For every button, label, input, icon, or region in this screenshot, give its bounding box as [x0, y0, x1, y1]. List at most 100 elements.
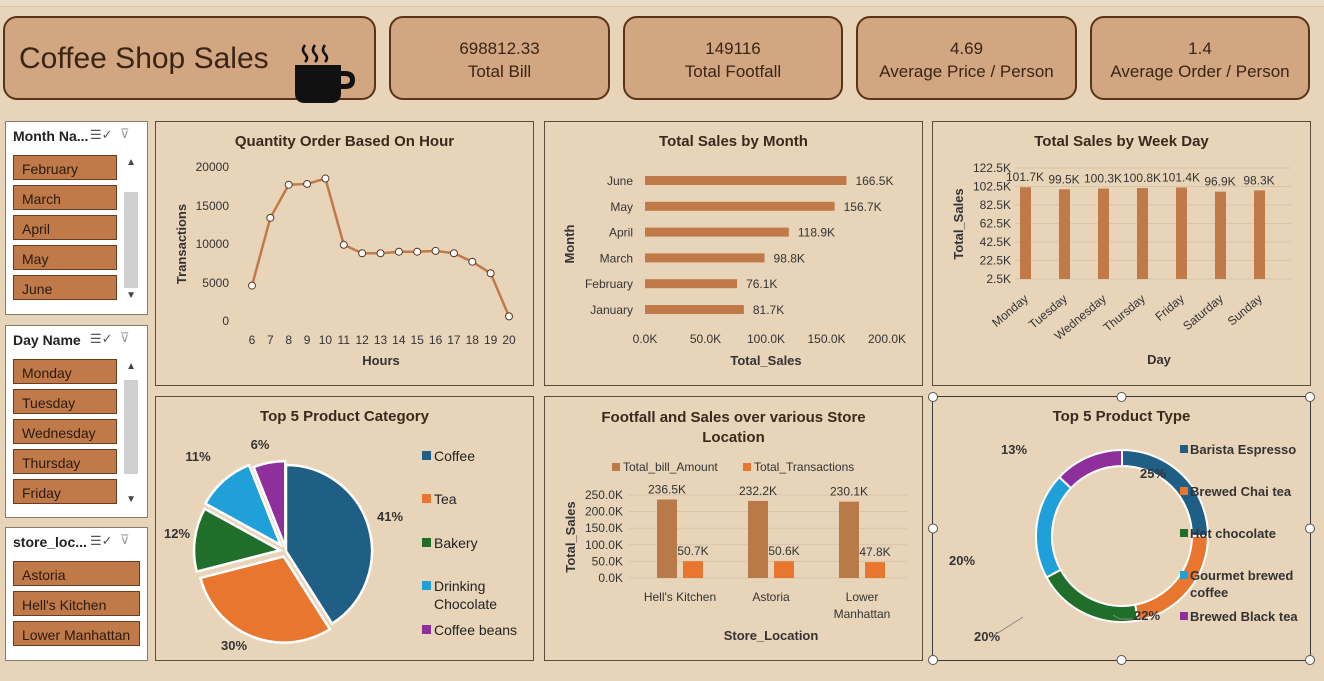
data-point [486, 269, 495, 278]
store-location-chart[interactable]: Footfall and Sales over various Store Lo… [544, 396, 923, 661]
data-label: 236.5K [648, 482, 686, 496]
legend-label: Brewed Chai tea [1190, 484, 1292, 499]
product-type-chart[interactable]: Top 5 Product Type 25% 22% 20% 20% 13% Barist… [932, 396, 1311, 661]
scroll-up-icon[interactable]: ▲ [126, 361, 136, 372]
day-slicer[interactable]: Day Name ☰✓ ⊽ Monday Tuesday Wednesday T… [5, 325, 148, 518]
chart-title: Total Sales by Week Day [1034, 133, 1209, 150]
legend-label: Hot chocolate [1190, 526, 1276, 541]
legend-swatch [1180, 571, 1188, 579]
legend-label: Coffee [434, 448, 475, 464]
slicer-item-astoria[interactable]: Astoria [13, 561, 140, 586]
multi-select-icon[interactable]: ☰✓ [90, 533, 113, 548]
weekday-sales-chart[interactable]: Total Sales by Week Day 122.5K 102.5K 82.5… [932, 121, 1311, 386]
hourly-orders-chart[interactable]: Quantity Order Based On Hour 20000 15000 1… [155, 121, 534, 386]
slicer-item-april[interactable]: April [13, 215, 117, 240]
kpi-value: 1.4 [1188, 39, 1212, 58]
monthly-sales-chart[interactable]: Total Sales by Month June 166.5K May 156.7K… [544, 121, 923, 386]
pie-chart-svg: 41% 30% 12% 11% 6% Coffee Tea Bakery Drinking Cho… [164, 437, 517, 653]
slicer-item-friday[interactable]: Friday [13, 479, 117, 504]
bar [1254, 190, 1265, 279]
x-tick-label: 7 [267, 333, 274, 347]
slicer-item-thursday[interactable]: Thursday [13, 449, 117, 474]
x-axis-title: Store_Location [724, 628, 819, 643]
y-tick-label: 15000 [196, 199, 230, 213]
data-label: 156.7K [844, 200, 882, 214]
slicer-item-hells-kitchen[interactable]: Hell's Kitchen [13, 591, 140, 616]
category-label: March [600, 251, 633, 265]
y-tick-label: 5000 [202, 276, 229, 290]
slicer-scrollbar[interactable] [124, 380, 138, 474]
slicer-item-lower-manhattan[interactable]: Lower Manhattan [13, 621, 140, 646]
clear-filter-icon[interactable]: ⊽ [120, 126, 130, 141]
data-label: 50.7K [677, 544, 708, 558]
column-chart-svg: 122.5K 102.5K 82.5K 62.5K 42.5K 22.5K 2.5K 101.… [951, 161, 1291, 367]
data-label: 11% [185, 449, 211, 464]
data-point [358, 249, 367, 258]
slicer-item-may[interactable]: May [13, 245, 117, 270]
data-point [266, 213, 275, 222]
x-tick-label: 14 [392, 333, 406, 347]
x-tick-label: 50.0K [690, 332, 721, 346]
donut-slice [1035, 475, 1073, 579]
slicer-item-march[interactable]: March [13, 185, 117, 210]
slicer-item-monday[interactable]: Monday [13, 359, 117, 384]
legend-swatch [422, 451, 431, 460]
category-label: February [585, 277, 633, 291]
slicer-scrollbar[interactable] [124, 192, 138, 288]
x-tick-label: Monday [989, 292, 1031, 330]
category-label: May [610, 200, 633, 214]
series-line [250, 176, 511, 317]
x-tick-label: 200.0K [868, 332, 906, 346]
product-category-chart[interactable]: Top 5 Product Category 41% 30% 12% 11% 6% Cof… [155, 396, 534, 661]
x-tick-label: Astoria [752, 590, 790, 604]
x-axis-title: Total_Sales [730, 353, 801, 368]
multi-select-icon[interactable]: ☰✓ [90, 127, 113, 142]
x-tick-label: Saturday [1180, 292, 1226, 334]
x-tick-label: 10 [319, 333, 333, 347]
x-tick-label: 19 [484, 333, 498, 347]
scroll-up-icon[interactable]: ▲ [126, 157, 136, 168]
x-tick-label: 0.0K [633, 332, 658, 346]
bar [645, 176, 847, 185]
scroll-down-icon[interactable]: ▼ [126, 290, 136, 301]
multi-select-icon[interactable]: ☰✓ [90, 331, 113, 346]
data-label: 101.7K [1006, 170, 1044, 184]
slicer-item-february[interactable]: February [13, 155, 117, 180]
donut-slice [1057, 448, 1123, 490]
x-tick-label: 8 [285, 333, 292, 347]
bar [1215, 191, 1226, 279]
pie-slice [203, 463, 284, 548]
category-label: June [607, 174, 633, 188]
legend-swatch [422, 538, 431, 547]
bar [839, 501, 859, 578]
legend-label: Bakery [434, 535, 478, 551]
month-slicer[interactable]: Month Na... ☰✓ ⊽ February March April Ma… [5, 121, 148, 315]
data-label: 41% [377, 509, 403, 524]
data-label: 22% [1134, 608, 1160, 623]
data-label: 99.5K [1048, 172, 1079, 186]
chart-title: Top 5 Product Type [1052, 408, 1191, 425]
scroll-down-icon[interactable]: ▼ [126, 494, 136, 505]
y-tick-label: 100.0K [585, 538, 623, 552]
data-label: 12% [164, 526, 190, 541]
data-label: 98.3K [1243, 173, 1274, 187]
slicer-item-june[interactable]: June [13, 275, 117, 300]
pie-slice [251, 459, 287, 548]
slicer-item-tuesday[interactable]: Tuesday [13, 389, 117, 414]
clear-filter-icon[interactable]: ⊽ [120, 532, 130, 547]
y-axis-title: Total_Sales [563, 501, 578, 572]
kpi-label: Average Order / Person [1110, 62, 1290, 81]
legend-label: Total_bill_Amount [623, 460, 718, 474]
bar-chart-svg: June 166.5K May 156.7K April 118.9K March 98.8K… [562, 174, 906, 368]
slicer-item-wednesday[interactable]: Wednesday [13, 419, 117, 444]
kpi-value: 149116 [705, 39, 761, 58]
y-tick-label: 102.5K [973, 180, 1011, 194]
legend-label: Coffee beans [434, 622, 517, 638]
data-label: 100.3K [1084, 172, 1122, 186]
x-tick-label: 11 [338, 333, 351, 347]
bar [683, 561, 703, 578]
store-location-slicer[interactable]: store_loc... ☰✓ ⊽ Astoria Hell's Kitchen… [5, 527, 148, 661]
clear-filter-icon[interactable]: ⊽ [120, 330, 130, 345]
legend-label: Tea [434, 491, 457, 507]
y-tick-label: 62.5K [980, 217, 1011, 231]
